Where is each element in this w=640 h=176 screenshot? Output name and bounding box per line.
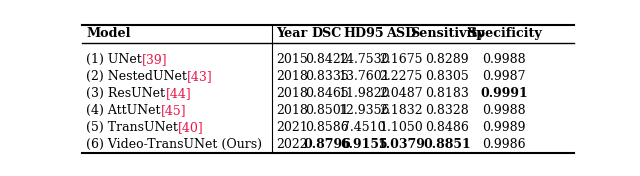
- Text: (1) UNet: (1) UNet: [86, 53, 142, 66]
- Text: 13.7601: 13.7601: [338, 70, 390, 83]
- Text: 2018: 2018: [276, 87, 308, 100]
- Text: [45]: [45]: [161, 104, 187, 117]
- Text: (2) NestedUNet: (2) NestedUNet: [86, 70, 188, 83]
- Text: (4) AttUNet: (4) AttUNet: [86, 104, 161, 117]
- Text: 0.8796: 0.8796: [303, 138, 351, 151]
- Text: 1.0379: 1.0379: [377, 138, 425, 151]
- Text: 0.8586: 0.8586: [305, 121, 349, 134]
- Text: 2.0487: 2.0487: [380, 87, 423, 100]
- Text: 0.8335: 0.8335: [305, 70, 349, 83]
- Text: Year: Year: [276, 27, 308, 40]
- Text: [40]: [40]: [179, 121, 204, 134]
- Text: 2.2275: 2.2275: [380, 70, 423, 83]
- Text: 0.9991: 0.9991: [480, 87, 528, 100]
- Text: [44]: [44]: [166, 87, 191, 100]
- Text: 0.8486: 0.8486: [425, 121, 469, 134]
- Text: 7.4510: 7.4510: [342, 121, 386, 134]
- Text: HD95: HD95: [344, 27, 384, 40]
- Text: 2018: 2018: [276, 104, 308, 117]
- Text: 0.8183: 0.8183: [425, 87, 469, 100]
- Text: Sensitivity: Sensitivity: [410, 27, 484, 40]
- Text: 0.8289: 0.8289: [425, 53, 469, 66]
- Text: 2.1675: 2.1675: [380, 53, 423, 66]
- Text: Model: Model: [86, 27, 131, 40]
- Text: 2015: 2015: [276, 53, 308, 66]
- Text: DSC: DSC: [312, 27, 342, 40]
- Text: 0.9989: 0.9989: [483, 121, 526, 134]
- Text: Specificity: Specificity: [467, 27, 541, 40]
- Text: 2.1832: 2.1832: [380, 104, 423, 117]
- Text: 14.7530: 14.7530: [338, 53, 390, 66]
- Text: (6) Video-TransUNet (Ours): (6) Video-TransUNet (Ours): [86, 138, 262, 151]
- Text: [39]: [39]: [142, 53, 168, 66]
- Text: (5) TransUNet: (5) TransUNet: [86, 121, 179, 134]
- Text: 0.8305: 0.8305: [425, 70, 469, 83]
- Text: 6.9155: 6.9155: [340, 138, 388, 151]
- Text: 0.8851: 0.8851: [423, 138, 471, 151]
- Text: 0.9986: 0.9986: [483, 138, 526, 151]
- Text: 12.9356: 12.9356: [338, 104, 390, 117]
- Text: 0.9988: 0.9988: [483, 104, 526, 117]
- Text: [43]: [43]: [188, 70, 213, 83]
- Text: 0.8465: 0.8465: [305, 87, 349, 100]
- Text: 0.8422: 0.8422: [305, 53, 349, 66]
- Text: ASD: ASD: [386, 27, 416, 40]
- Text: (3) ResUNet: (3) ResUNet: [86, 87, 166, 100]
- Text: 0.8328: 0.8328: [425, 104, 469, 117]
- Text: 2022: 2022: [276, 138, 308, 151]
- Text: 2018: 2018: [276, 70, 308, 83]
- Text: 0.9987: 0.9987: [483, 70, 526, 83]
- Text: 0.8501: 0.8501: [305, 104, 349, 117]
- Text: 11.9820: 11.9820: [338, 87, 390, 100]
- Text: 0.9988: 0.9988: [483, 53, 526, 66]
- Text: 2021: 2021: [276, 121, 308, 134]
- Text: 1.1050: 1.1050: [380, 121, 423, 134]
